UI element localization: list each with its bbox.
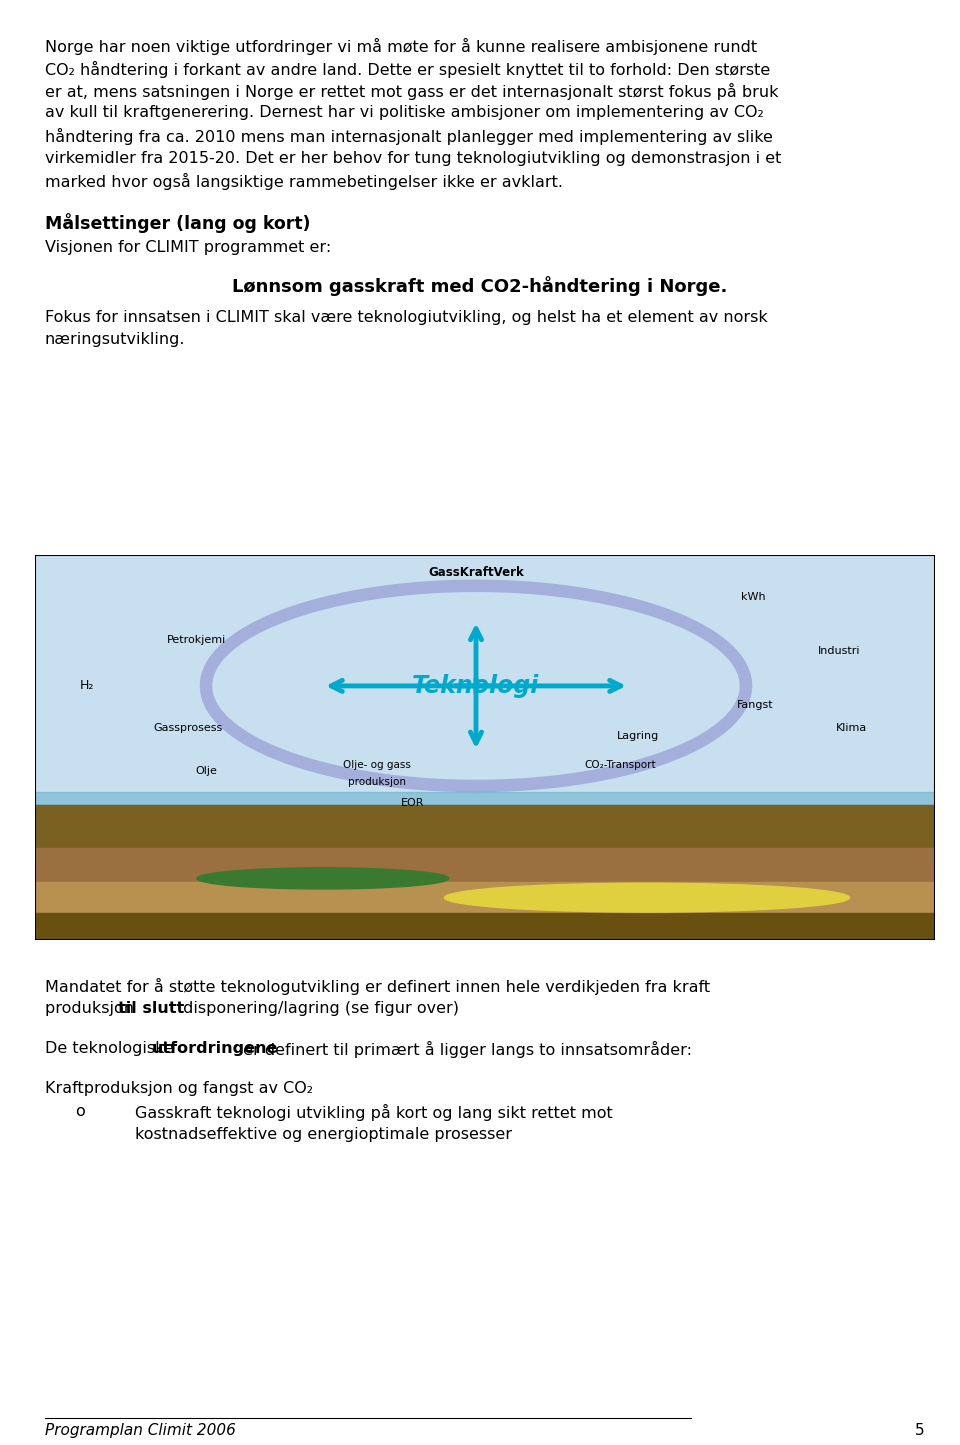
Bar <box>35 555 935 805</box>
Text: produksjon: produksjon <box>45 1000 139 1016</box>
Text: CO₂ håndtering i forkant av andre land. Dette er spesielt knyttet til to forhold: CO₂ håndtering i forkant av andre land. … <box>45 61 770 78</box>
Text: Gassprosess: Gassprosess <box>154 724 223 733</box>
Text: Olje: Olje <box>195 766 217 776</box>
Text: til slutt: til slutt <box>118 1000 184 1016</box>
Ellipse shape <box>197 868 449 889</box>
Text: kostnadseffektive og energioptimale prosesser: kostnadseffektive og energioptimale pros… <box>135 1127 512 1142</box>
Text: produksjon: produksjon <box>348 777 406 788</box>
Text: Industri: Industri <box>818 646 860 656</box>
Text: GassKraftVerk: GassKraftVerk <box>428 566 524 579</box>
Bar <box>35 848 935 883</box>
Text: CO₂-Transport: CO₂-Transport <box>585 760 656 770</box>
Ellipse shape <box>444 883 850 912</box>
Text: Visjonen for CLIMIT programmet er:: Visjonen for CLIMIT programmet er: <box>45 240 331 254</box>
Text: Programplan Climit 2006: Programplan Climit 2006 <box>45 1423 236 1438</box>
Text: kWh: kWh <box>741 592 766 603</box>
Text: De teknologiske: De teknologiske <box>45 1040 179 1056</box>
Bar <box>35 805 935 848</box>
Text: Lønnsom gasskraft med CO2-håndtering i Norge.: Lønnsom gasskraft med CO2-håndtering i N… <box>232 276 728 296</box>
Text: Kraftproduksjon og fangst av CO₂: Kraftproduksjon og fangst av CO₂ <box>45 1081 313 1097</box>
Text: av kull til kraftgenerering. Dernest har vi politiske ambisjoner om implementeri: av kull til kraftgenerering. Dernest har… <box>45 105 764 120</box>
Text: Klima: Klima <box>836 724 867 733</box>
Text: Lagring: Lagring <box>617 731 660 741</box>
Bar <box>35 792 935 805</box>
Text: næringsutvikling.: næringsutvikling. <box>45 332 185 347</box>
Text: 5: 5 <box>916 1423 925 1438</box>
Text: Olje- og gass: Olje- og gass <box>343 760 411 770</box>
Text: utfordringene: utfordringene <box>152 1040 278 1056</box>
Text: er definert til primært å ligger langs to innsatsområder:: er definert til primært å ligger langs t… <box>238 1040 692 1058</box>
Text: Norge har noen viktige utfordringer vi må møte for å kunne realisere ambisjonene: Norge har noen viktige utfordringer vi m… <box>45 38 757 55</box>
Text: H₂: H₂ <box>80 679 94 692</box>
Text: Fokus for innsatsen i CLIMIT skal være teknologiutvikling, og helst ha et elemen: Fokus for innsatsen i CLIMIT skal være t… <box>45 309 768 325</box>
Bar <box>35 883 935 913</box>
Text: disponering/lagring (se figur over): disponering/lagring (se figur over) <box>179 1000 460 1016</box>
Bar <box>35 913 935 941</box>
Text: Gasskraft teknologi utvikling på kort og lang sikt rettet mot: Gasskraft teknologi utvikling på kort og… <box>135 1104 612 1121</box>
Text: Teknologi: Teknologi <box>412 673 540 698</box>
Text: virkemidler fra 2015-20. Det er her behov for tung teknologiutvikling og demonst: virkemidler fra 2015-20. Det er her beho… <box>45 150 781 166</box>
Text: Mandatet for å støtte teknologutvikling er definert innen hele verdikjeden fra k: Mandatet for å støtte teknologutvikling … <box>45 978 710 996</box>
Text: marked hvor også langsiktige rammebetingelser ikke er avklart.: marked hvor også langsiktige rammebeting… <box>45 173 563 189</box>
Text: håndtering fra ca. 2010 mens man internasjonalt planlegger med implementering av: håndtering fra ca. 2010 mens man interna… <box>45 129 773 144</box>
Text: er at, mens satsningen i Norge er rettet mot gass er det internasjonalt størst f: er at, mens satsningen i Norge er rettet… <box>45 82 779 100</box>
Text: o: o <box>75 1104 84 1118</box>
Text: Målsettinger (lang og kort): Målsettinger (lang og kort) <box>45 214 310 234</box>
Text: EOR: EOR <box>401 798 424 808</box>
Text: Fangst: Fangst <box>737 701 774 709</box>
Text: Petrokjemi: Petrokjemi <box>167 634 227 644</box>
